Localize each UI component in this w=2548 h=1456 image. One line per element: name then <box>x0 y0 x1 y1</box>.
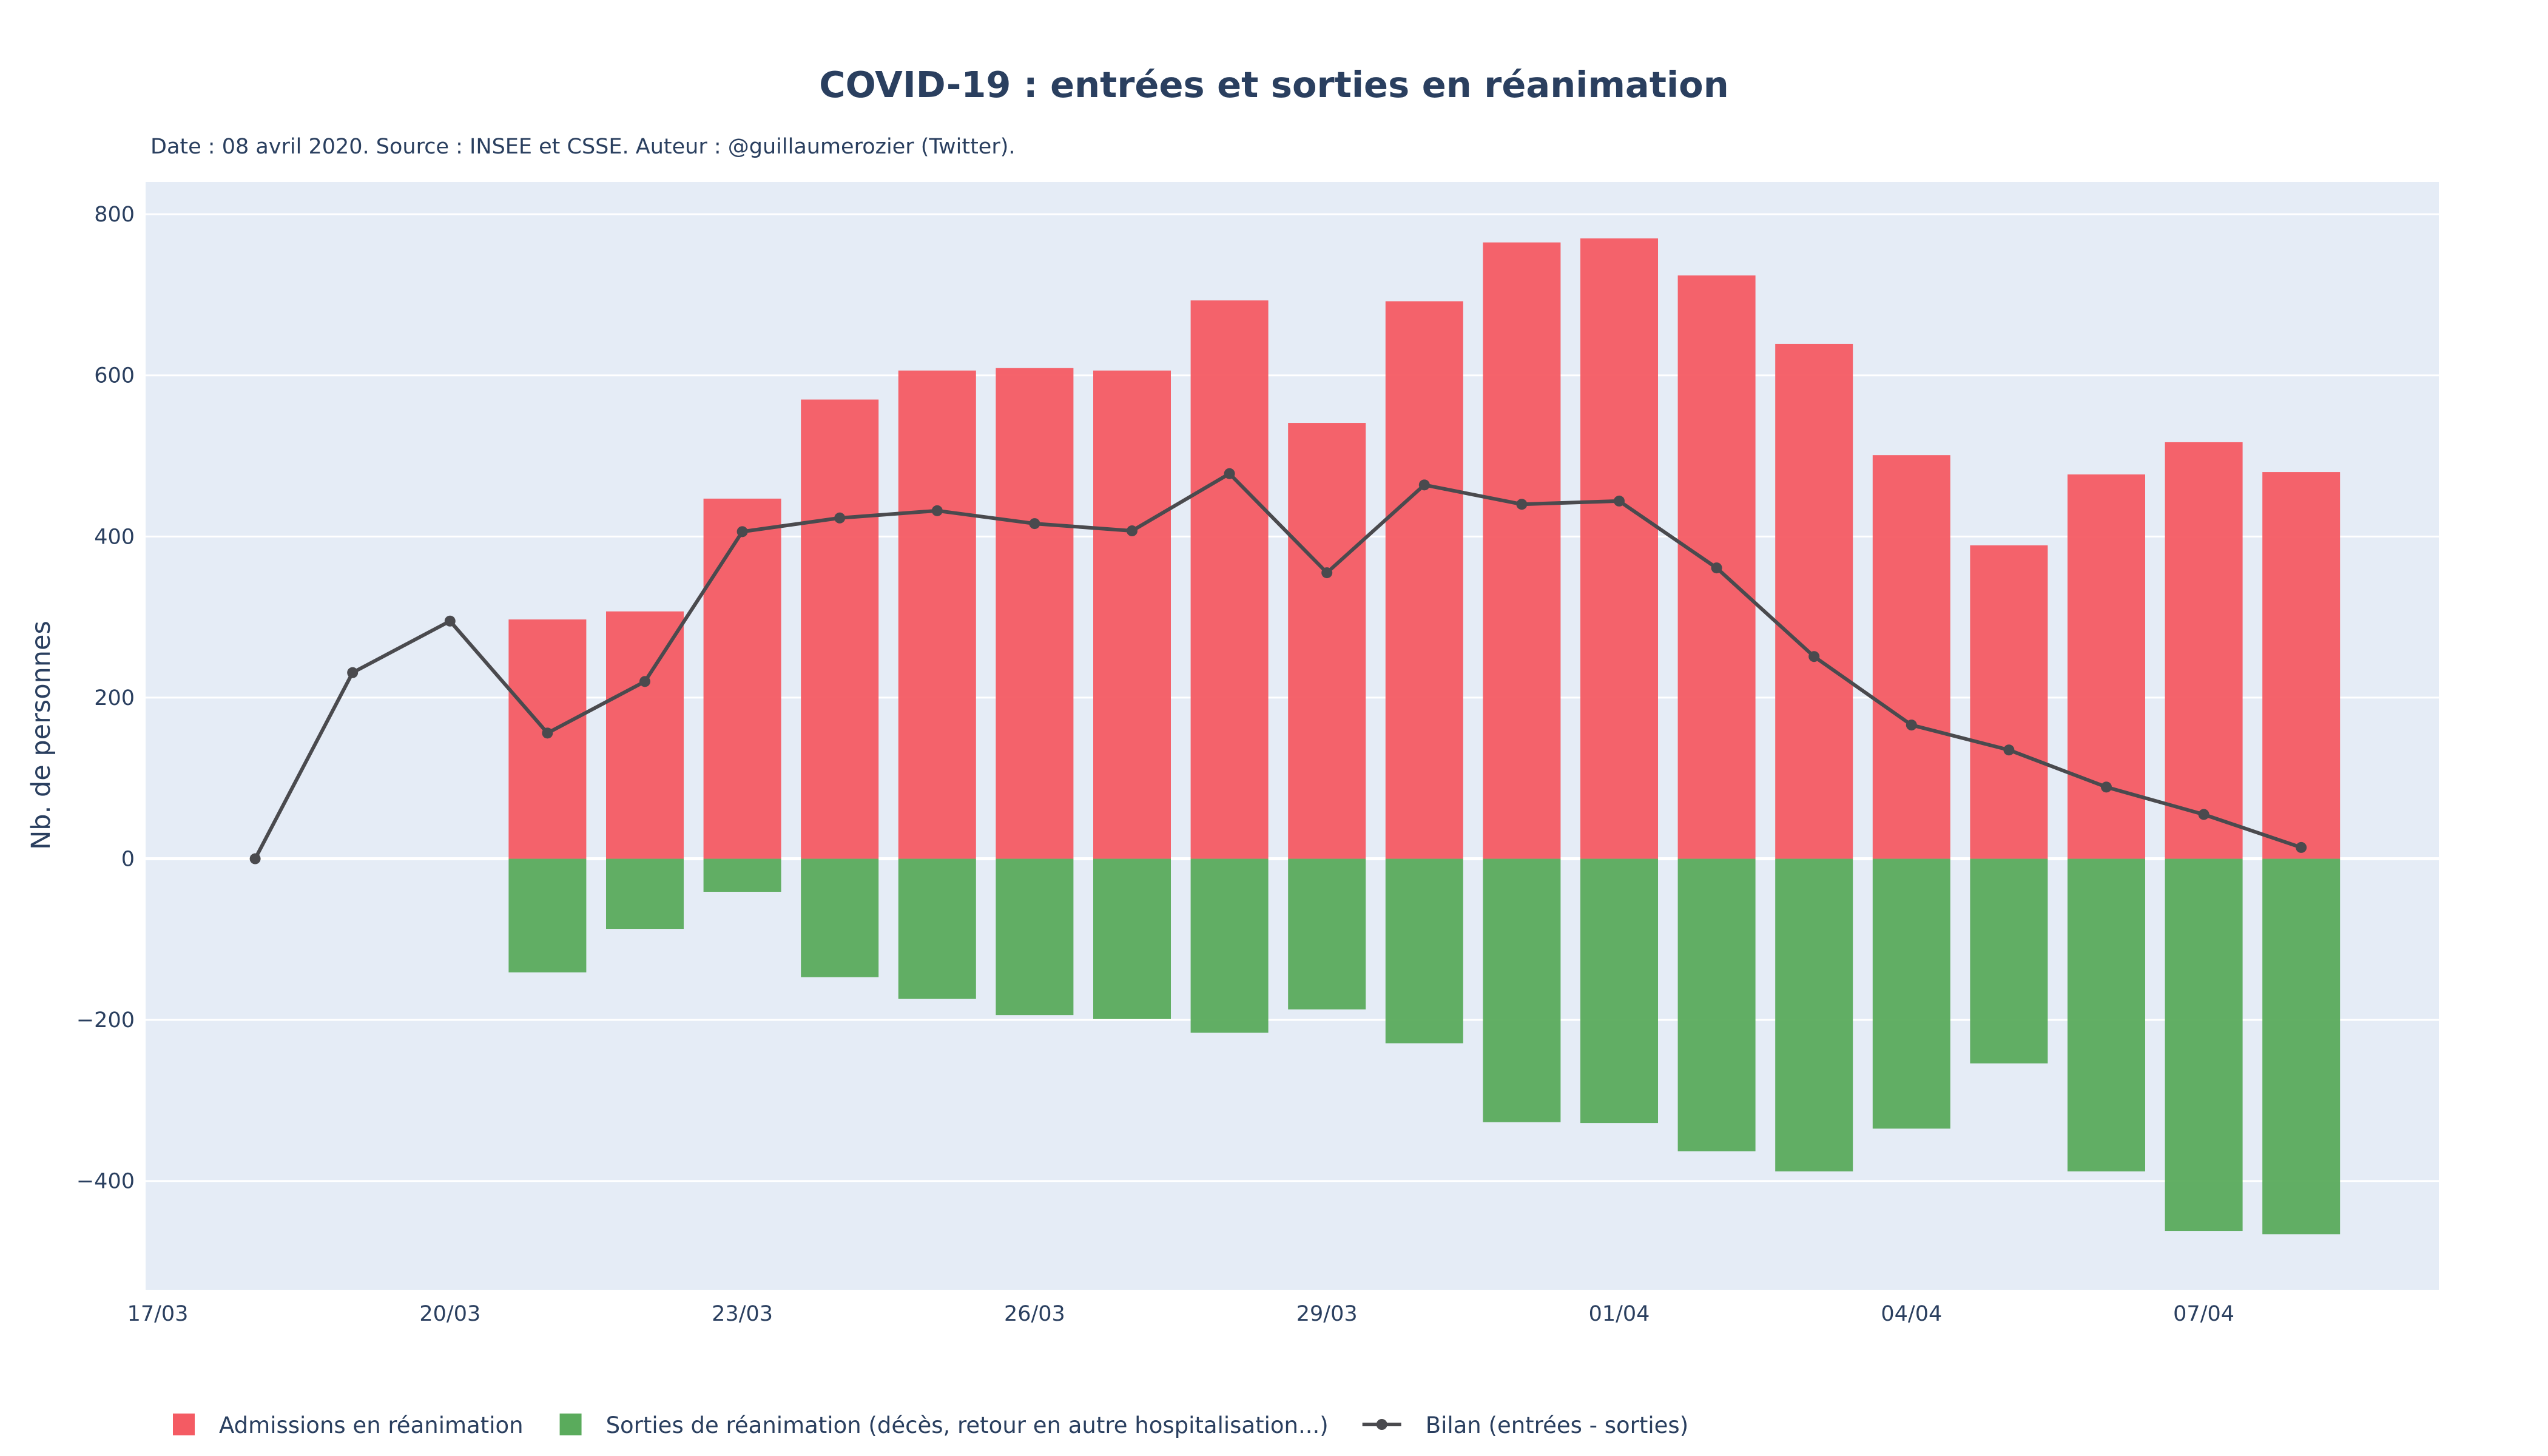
admissions-bar <box>1190 300 1269 859</box>
admissions-bar <box>1093 370 1171 859</box>
admissions-bar <box>508 619 587 859</box>
x-tick-label: 07/04 <box>2173 1302 2234 1326</box>
bilan-point <box>1516 499 1528 510</box>
y-tick-label: −200 <box>76 1008 135 1033</box>
admissions-bar <box>703 498 781 859</box>
admissions-bar <box>1775 343 1853 859</box>
y-tick-label: −400 <box>76 1170 135 1194</box>
admissions-bar <box>2165 442 2243 859</box>
bilan-point <box>2198 809 2209 820</box>
legend-item[interactable]: Bilan (entrées - sorties) <box>1362 1412 1688 1438</box>
sorties-bar <box>898 858 976 999</box>
bilan-point <box>1418 479 1430 491</box>
bilan-point <box>347 667 359 678</box>
legend-swatch <box>559 1414 582 1435</box>
admissions-bar <box>1288 423 1366 859</box>
bars <box>508 238 2341 1235</box>
x-tick-label: 29/03 <box>1296 1302 1358 1326</box>
sorties-bar <box>996 858 1074 1016</box>
bilan-point <box>639 676 650 687</box>
sorties-bar <box>1775 858 1853 1171</box>
legend: Admissions en réanimation Sorties de réan… <box>173 1412 1688 1438</box>
legend-label: Sorties de réanimation (décès, retour en… <box>606 1412 1329 1438</box>
y-tick-label: 400 <box>94 525 135 549</box>
admissions-bar <box>1385 301 1463 859</box>
admissions-bar <box>2262 472 2341 859</box>
bilan-point <box>2003 744 2015 756</box>
x-tick-label: 04/04 <box>1881 1302 1942 1326</box>
admissions-bar <box>1483 242 1561 859</box>
sorties-bar <box>2165 858 2243 1232</box>
bilan-point <box>1906 720 1917 731</box>
bilan-point <box>834 512 846 524</box>
y-tick-labels: 800 600 400 200 0 −200 −400 <box>76 203 135 1194</box>
sorties-bar <box>1093 858 1171 1019</box>
sorties-bar <box>2262 858 2341 1235</box>
sorties-bar <box>1190 858 1269 1033</box>
bilan-point <box>1808 651 1820 662</box>
y-tick-label: 800 <box>94 203 135 227</box>
bilan-point <box>1614 495 1625 507</box>
x-tick-label: 23/03 <box>712 1302 773 1326</box>
legend-label: Bilan (entrées - sorties) <box>1426 1412 1688 1438</box>
chart-subtitle: Date : 08 avril 2020. Source : INSEE et … <box>150 135 1016 159</box>
x-tick-label: 01/04 <box>1589 1302 1650 1326</box>
chart-title: COVID-19 : entrées et sorties en réanima… <box>819 64 1728 106</box>
y-tick-label: 200 <box>94 686 135 710</box>
bilan-point <box>736 526 748 538</box>
sorties-bar <box>1872 858 1950 1129</box>
sorties-bar <box>801 858 879 977</box>
y-tick-label: 600 <box>94 364 135 388</box>
bilan-point <box>542 727 553 739</box>
sorties-bar <box>606 858 684 929</box>
x-tick-label: 20/03 <box>419 1302 480 1326</box>
legend-marker <box>1376 1419 1387 1430</box>
admissions-bar <box>1970 545 2048 859</box>
y-axis-title: Nb. de personnes <box>26 621 56 850</box>
bilan-point <box>2296 841 2307 853</box>
sorties-bar <box>2068 858 2145 1171</box>
bilan-point <box>2101 781 2112 793</box>
admissions-bar <box>606 611 684 859</box>
bilan-point <box>1224 468 1235 479</box>
legend-label: Admissions en réanimation <box>219 1412 524 1438</box>
sorties-bar <box>1483 858 1561 1122</box>
admissions-bar <box>801 399 879 859</box>
admissions-bar <box>2068 474 2145 859</box>
sorties-bar <box>1288 858 1366 1009</box>
admissions-bar <box>1580 238 1658 859</box>
sorties-bar <box>1970 858 2048 1063</box>
bilan-point <box>249 853 261 864</box>
x-tick-label: 26/03 <box>1004 1302 1065 1326</box>
legend-swatch <box>173 1414 195 1435</box>
sorties-bar <box>508 858 587 972</box>
sorties-bar <box>1385 858 1463 1043</box>
bilan-point <box>931 505 943 516</box>
x-tick-label: 17/03 <box>127 1302 189 1326</box>
sorties-bar <box>703 858 781 892</box>
x-tick-labels: 17/03 20/03 23/03 26/03 29/03 01/04 04/04 07/04 <box>127 1302 2234 1326</box>
sorties-bar <box>1580 858 1658 1124</box>
bilan-point <box>444 615 456 627</box>
bilan-point <box>1127 525 1138 537</box>
legend-item[interactable]: Admissions en réanimation <box>173 1412 524 1438</box>
legend-item[interactable]: Sorties de réanimation (décès, retour en… <box>559 1412 1329 1438</box>
bilan-point <box>1321 567 1333 579</box>
admissions-bar <box>1872 455 1950 859</box>
bilan-point <box>1711 562 1722 574</box>
bilan-line <box>249 468 2307 864</box>
bilan-point <box>1029 518 1040 530</box>
sorties-bar <box>1677 858 1756 1151</box>
admissions-bar <box>996 368 1074 859</box>
y-tick-label: 0 <box>121 848 135 872</box>
admissions-bar <box>898 370 976 859</box>
bilan-line-path <box>253 471 2302 860</box>
